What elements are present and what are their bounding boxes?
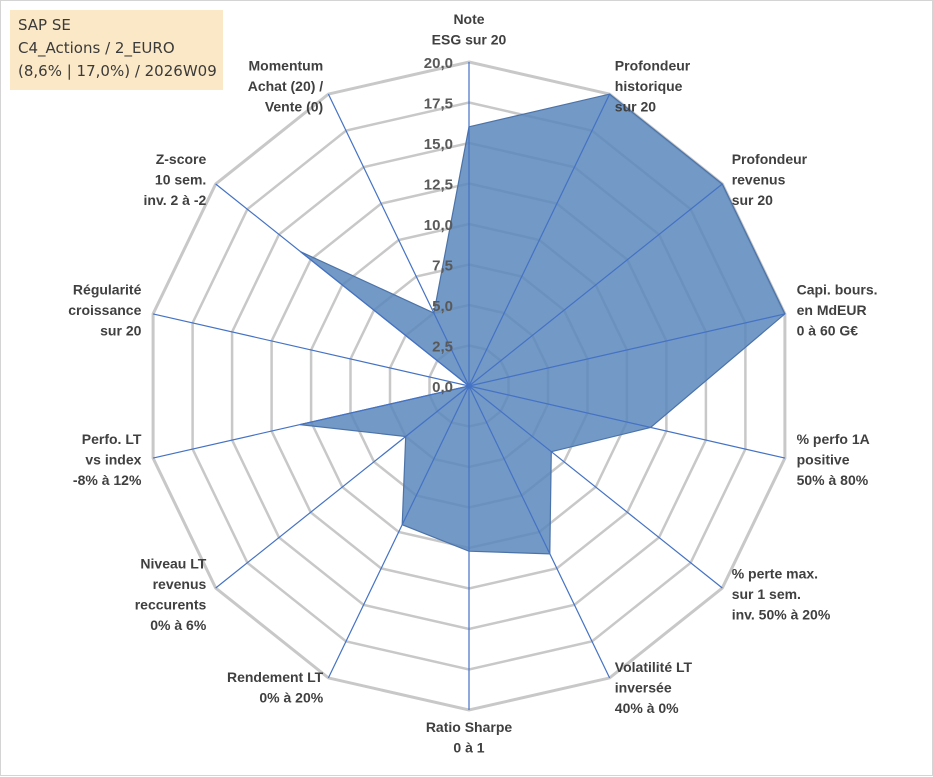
axis-label-4-line-1: positive — [797, 452, 850, 468]
axis-label-1-line-1: historique — [615, 78, 683, 94]
axis-label-7-line-0: Ratio Sharpe — [426, 719, 513, 735]
axis-label-12: Z-score 10 sem. inv. 2 à -2 — [144, 151, 207, 208]
axis-label-3-line-0: Capi. bours. — [797, 282, 878, 298]
axis-label-1-line-2: sur 20 — [615, 99, 656, 115]
axis-label-13-line-1: Achat (20) / — [248, 78, 324, 94]
axis-label-9-line-3: 0% à 6% — [150, 617, 207, 633]
axis-label-10-line-0: Perfo. LT — [82, 431, 142, 447]
tick-label-7: 17,5 — [424, 96, 453, 113]
axis-label-8: Rendement LT 0% à 20% — [227, 669, 324, 706]
tick-label-2: 5,0 — [432, 298, 453, 315]
axis-label-10-line-1: vs index — [85, 452, 141, 468]
series-area-0 — [299, 93, 786, 555]
axis-label-0: Note ESG sur 20 — [432, 11, 507, 48]
axis-label-12-line-0: Z-score — [156, 151, 207, 167]
spoke-8 — [327, 385, 470, 679]
axis-label-0-line-1: ESG sur 20 — [432, 32, 507, 48]
axis-label-8-line-0: Rendement LT — [227, 669, 324, 685]
tick-label-5: 12,5 — [424, 177, 453, 194]
axis-label-11-line-2: sur 20 — [100, 323, 141, 339]
axis-label-layer: Note ESG sur 20 Profondeur historique sur 20… — [68, 11, 877, 756]
axis-label-1-line-0: Profondeur — [615, 58, 691, 74]
axis-label-11: Régularité croissance sur 20 — [68, 282, 141, 339]
tick-label-8: 20,0 — [424, 55, 453, 72]
tick-label-0: 0,0 — [432, 379, 453, 396]
axis-label-9-line-0: Niveau LT — [140, 556, 206, 572]
axis-label-5-line-1: sur 1 sem. — [732, 586, 801, 602]
spoke-layer — [152, 62, 786, 710]
axis-label-0-line-0: Note — [453, 11, 484, 27]
axis-label-5-line-2: inv. 50% à 20% — [732, 607, 831, 623]
axis-label-3: Capi. bours. en MdEUR 0 à 60 G€ — [797, 282, 878, 339]
axis-label-3-line-2: 0 à 60 G€ — [797, 323, 859, 339]
info-period: (8,6% | 17,0%) / 2026W09 — [18, 62, 217, 80]
axis-label-2-line-0: Profondeur — [732, 151, 808, 167]
spoke-9 — [215, 385, 470, 589]
axis-label-10: Perfo. LT vs index -8% à 12% — [73, 431, 142, 488]
axis-label-4-line-0: % perfo 1A — [797, 431, 870, 447]
axis-label-3-line-1: en MdEUR — [797, 302, 867, 318]
series-area-layer — [299, 93, 786, 555]
axis-label-6-line-1: inversée — [615, 680, 672, 696]
axis-label-8-line-1: 0% à 20% — [259, 690, 323, 706]
axis-label-6-line-0: Volatilité LT — [615, 659, 693, 675]
spoke-5 — [468, 385, 723, 589]
axis-label-6-line-2: 40% à 0% — [615, 700, 679, 716]
axis-label-12-line-1: 10 sem. — [155, 171, 206, 187]
axis-label-10-line-2: -8% à 12% — [73, 472, 142, 488]
info-box: SAP SE C4_Actions / 2_EURO (8,6% | 17,0%… — [10, 10, 223, 90]
axis-label-4: % perfo 1A positive 50% à 80% — [797, 431, 870, 488]
info-company: SAP SE — [18, 16, 71, 34]
tick-label-layer: 0,0 2,5 5,0 7,5 10,0 12,5 15,0 17,5 20,0 — [424, 55, 453, 396]
spoke-1 — [468, 93, 611, 387]
axis-label-9-line-2: reccurents — [135, 597, 207, 613]
spoke-2 — [468, 183, 723, 387]
axis-label-5-line-0: % perte max. — [732, 566, 818, 582]
spoke-4 — [468, 385, 786, 459]
axis-label-2: Profondeur revenus sur 20 — [732, 151, 808, 208]
tick-label-4: 10,0 — [424, 217, 453, 234]
spoke-12 — [215, 183, 470, 387]
spoke-3 — [468, 313, 786, 387]
axis-label-11-line-0: Régularité — [73, 282, 142, 298]
axis-label-12-line-2: inv. 2 à -2 — [144, 192, 207, 208]
axis-label-11-line-1: croissance — [68, 302, 141, 318]
axis-label-4-line-2: 50% à 80% — [797, 472, 869, 488]
axis-label-9: Niveau LT revenus reccurents 0% à 6% — [135, 556, 207, 634]
axis-label-13-line-0: Momentum — [249, 58, 324, 74]
axis-label-2-line-2: sur 20 — [732, 192, 773, 208]
info-category: C4_Actions / 2_EURO — [18, 39, 175, 57]
axis-label-1: Profondeur historique sur 20 — [615, 58, 691, 115]
axis-label-7: Ratio Sharpe 0 à 1 — [426, 719, 513, 756]
axis-label-2-line-1: revenus — [732, 171, 786, 187]
tick-label-1: 2,5 — [432, 339, 453, 356]
spoke-13 — [327, 93, 470, 387]
axis-label-6: Volatilité LT inversée 40% à 0% — [615, 659, 693, 716]
spoke-6 — [468, 385, 611, 679]
axis-label-13: Momentum Achat (20) / Vente (0) — [248, 58, 324, 115]
tick-label-6: 15,0 — [424, 136, 453, 153]
axis-label-5: % perte max. sur 1 sem. inv. 50% à 20% — [732, 566, 831, 623]
axis-label-7-line-1: 0 à 1 — [453, 740, 484, 756]
axis-label-13-line-2: Vente (0) — [265, 99, 323, 115]
spoke-11 — [152, 313, 470, 387]
spoke-10 — [152, 385, 470, 459]
axis-label-9-line-1: revenus — [153, 576, 207, 592]
tick-label-3: 7,5 — [432, 258, 453, 275]
